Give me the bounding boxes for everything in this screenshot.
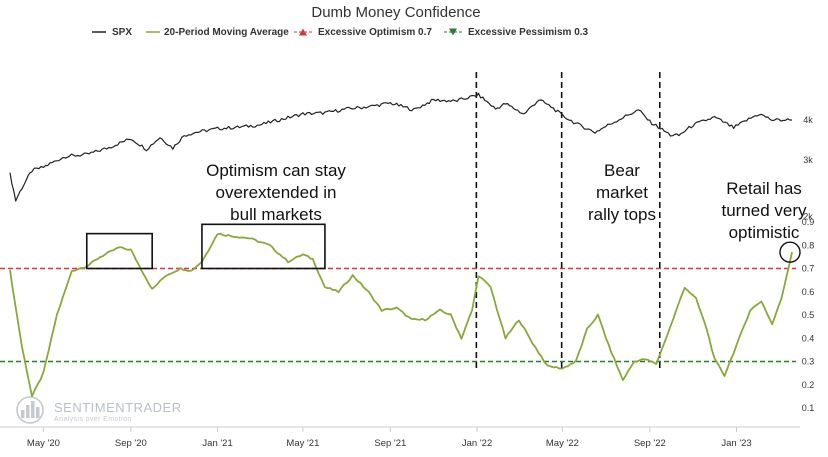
watermark-tagline: Analysis over Emotion: [54, 416, 132, 423]
annotation-retail: Retail has turned very optimistic: [721, 179, 807, 242]
x-tick-label: Sep '21: [374, 438, 406, 449]
y-tick-label-confidence: 0.8: [802, 240, 815, 250]
y-tick-label-confidence: 0.5: [802, 310, 815, 320]
axes: May '20 Sep '20 Jan '21 May '21 Sep '21 Jan '…: [0, 115, 814, 449]
highlight-box: [201, 223, 326, 270]
annotation-bull-markets: Optimism can stay overextended in bull m…: [206, 161, 346, 224]
annotation-retail-line-3: optimistic: [729, 223, 800, 242]
annotation-bear-rally: Bear market rally tops: [588, 161, 656, 224]
y-tick-label-confidence: 0.4: [802, 333, 815, 343]
x-tick-label: Jan '22: [462, 438, 492, 449]
y-tick-label-spx: 3k: [803, 155, 813, 165]
triangle-down-icon: [449, 28, 457, 36]
y-tick-label-spx: 4k: [803, 115, 813, 125]
legend-label-excessive-pessimism: Excessive Pessimism 0.3: [468, 27, 589, 38]
annotation-retail-line-2: turned very: [721, 201, 807, 220]
y-tick-label-confidence: 0.2: [802, 380, 815, 390]
y-tick-label-confidence: 0.1: [802, 403, 815, 413]
legend-label-spx: SPX: [112, 27, 132, 38]
legend-label-moving-average: 20-Period Moving Average: [164, 27, 289, 38]
annotation-bear-rally-line-1: Bear: [604, 161, 640, 180]
x-tick-label: May '22: [546, 438, 579, 449]
legend-item-excessive-optimism[interactable]: Excessive Optimism 0.7: [294, 27, 432, 38]
series-line-spx: [9, 92, 792, 202]
y-tick-label-confidence: 0.7: [802, 264, 815, 274]
annotation-retail-line-1: Retail has: [726, 179, 802, 198]
x-tick-label: Sep '20: [115, 438, 147, 449]
watermark: SENTIMENTRADER Analysis over Emotion: [16, 396, 182, 424]
y-tick-label-confidence: 0.9: [802, 217, 815, 227]
chart-title: Dumb Money Confidence: [311, 4, 480, 21]
annotation-bear-rally-line-3: rally tops: [588, 205, 656, 224]
highlight-box: [85, 232, 153, 270]
y-tick-label-confidence: 0.3: [802, 357, 815, 367]
legend-item-excessive-pessimism[interactable]: Excessive Pessimism 0.3: [444, 27, 589, 38]
annotation-bull-markets-line-3: bull markets: [230, 205, 322, 224]
x-tick-label: May '20: [27, 438, 60, 449]
watermark-name: SENTIMENTRADER: [54, 400, 182, 415]
y-tick-label-spx: 2k: [803, 211, 813, 221]
x-tick-label: Jan '21: [202, 438, 232, 449]
x-tick-label: Sep '22: [634, 438, 666, 449]
annotation-bull-markets-line-2: overextended in: [216, 183, 337, 202]
legend: SPX 20-Period Moving Average Excessive O…: [92, 27, 589, 38]
x-tick-label: May '21: [286, 438, 319, 449]
legend-item-spx[interactable]: SPX: [92, 27, 132, 38]
highlight-boxes: [85, 223, 801, 270]
sentimentrader-logo-icon: [16, 396, 44, 424]
x-tick-label: Jan '23: [721, 438, 751, 449]
highlight-circle: [779, 241, 801, 263]
legend-item-moving-average[interactable]: 20-Period Moving Average: [146, 27, 289, 38]
legend-label-excessive-optimism: Excessive Optimism 0.7: [318, 27, 432, 38]
annotation-bull-markets-line-1: Optimism can stay: [206, 161, 346, 180]
triangle-up-icon: [299, 28, 307, 36]
annotation-bear-rally-line-2: market: [596, 183, 648, 202]
y-tick-label-confidence: 0.6: [802, 287, 815, 297]
